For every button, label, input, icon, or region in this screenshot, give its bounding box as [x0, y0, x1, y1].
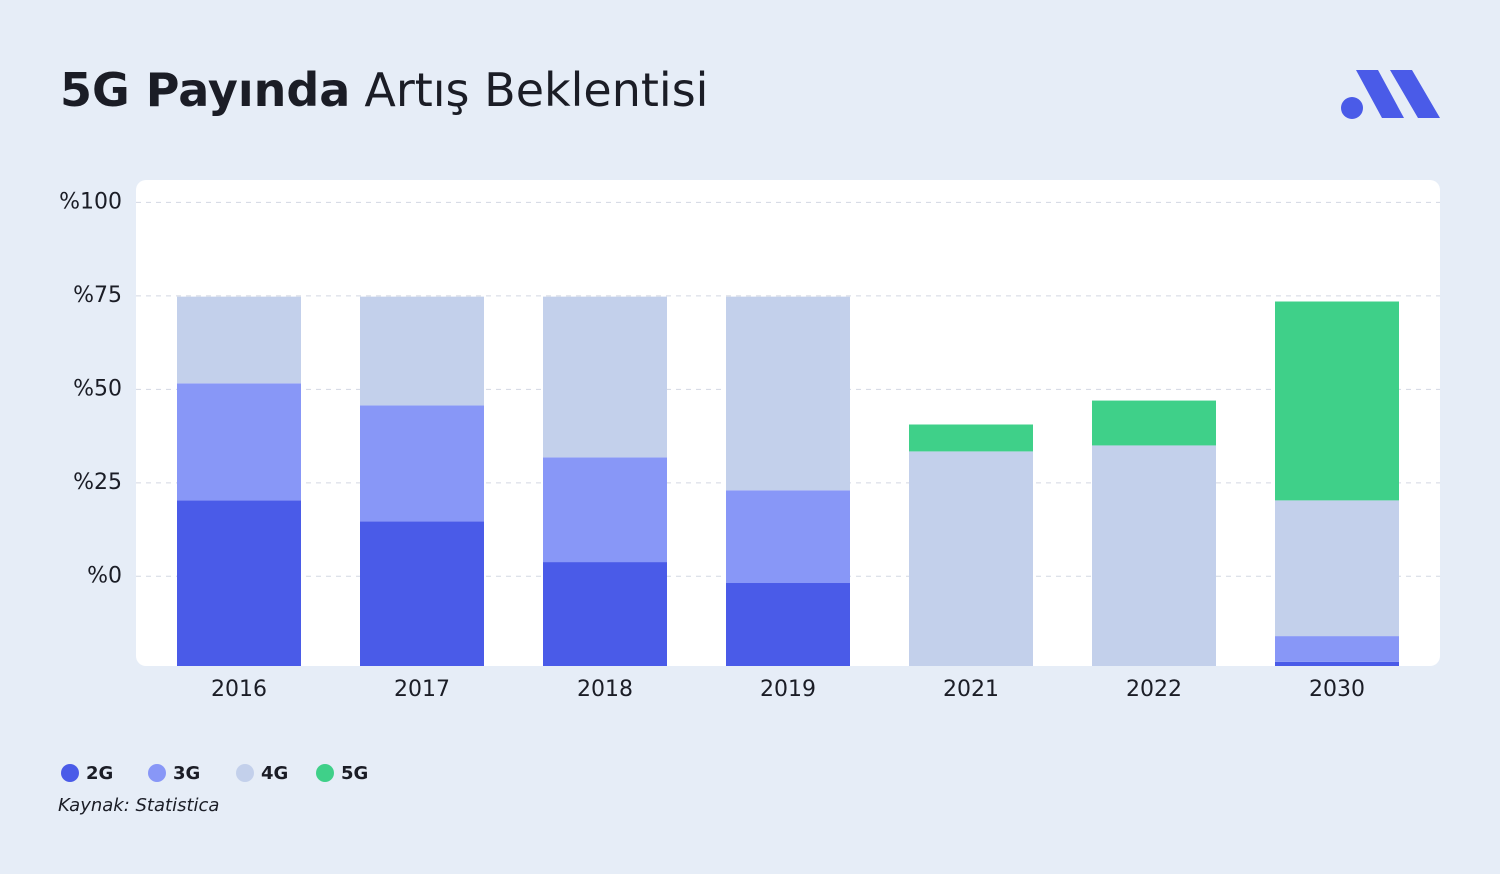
bar-segment — [1275, 301, 1399, 501]
chart-title: 5G Payında Artış Beklentisi — [60, 63, 708, 117]
bar-segment — [1275, 500, 1399, 637]
bar-segment — [360, 521, 484, 666]
bar-segment — [177, 500, 301, 666]
x-tick-label: 2021 — [943, 677, 999, 702]
legend-label: 5G — [341, 763, 368, 784]
bar-segment — [909, 424, 1033, 452]
bar-segment — [1092, 400, 1216, 446]
title-regular: Artış Beklentisi — [364, 63, 708, 117]
bar-segment — [1275, 636, 1399, 662]
logo-stroke — [1356, 70, 1404, 118]
bar-segment — [177, 383, 301, 501]
bar-segment — [1275, 661, 1399, 666]
y-tick-label: %100 — [59, 189, 122, 214]
legend-swatch — [61, 764, 79, 782]
bar-segment — [909, 451, 1033, 666]
x-tick-label: 2030 — [1309, 677, 1365, 702]
y-tick-label: %75 — [73, 283, 122, 308]
legend-swatch — [148, 764, 166, 782]
bar-segment — [360, 405, 484, 522]
bar-segment — [726, 583, 850, 666]
x-tick-label: 2022 — [1126, 677, 1182, 702]
x-tick-label: 2016 — [211, 677, 267, 702]
bar-segment — [177, 296, 301, 384]
legend-label: 4G — [261, 763, 288, 784]
bar-segment — [543, 562, 667, 666]
logo-stroke — [1390, 70, 1440, 118]
legend-swatch — [316, 764, 334, 782]
source: Kaynak: Statistica — [58, 795, 219, 816]
y-tick-label: %25 — [73, 470, 122, 495]
y-tick-label: %0 — [87, 563, 122, 588]
y-tick-label: %50 — [73, 376, 122, 401]
bar-segment — [543, 296, 667, 458]
x-tick-label: 2019 — [760, 677, 816, 702]
x-tick-label: 2018 — [577, 677, 633, 702]
logo-dot — [1341, 97, 1363, 119]
legend-swatch — [236, 764, 254, 782]
legend-label: 3G — [173, 763, 200, 784]
x-tick-label: 2017 — [394, 677, 450, 702]
bar-segment — [1092, 445, 1216, 666]
bar-segment — [543, 457, 667, 563]
logo — [1341, 70, 1440, 119]
bar-segment — [726, 490, 850, 584]
legend-label: 2G — [86, 763, 113, 784]
bar-segment — [726, 296, 850, 491]
bar-segment — [360, 296, 484, 406]
title-bold: 5G Payında — [60, 63, 350, 117]
